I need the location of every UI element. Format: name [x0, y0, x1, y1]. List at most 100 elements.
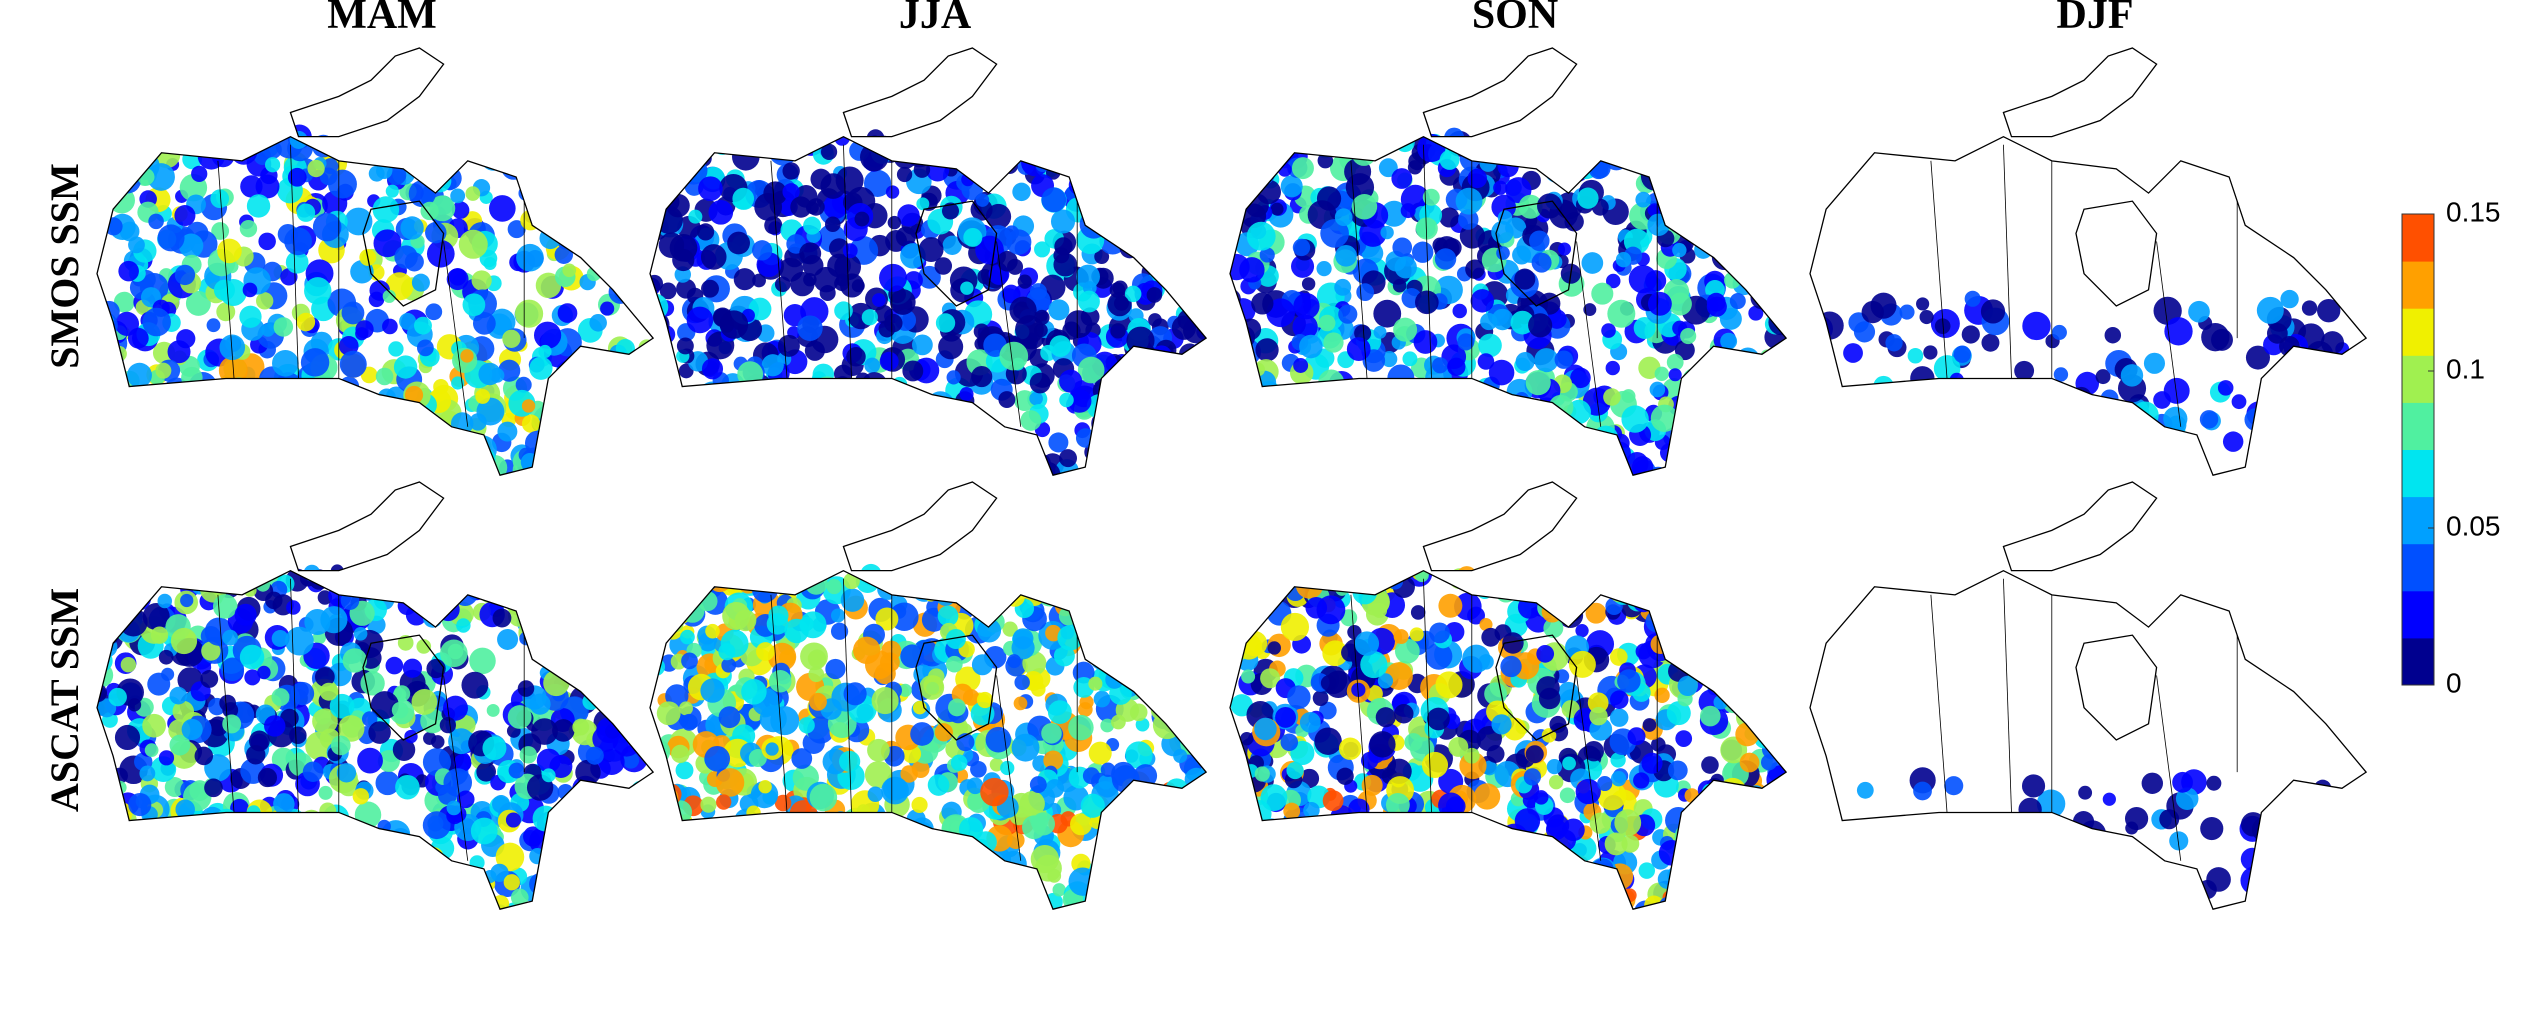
map-pixel: [724, 838, 738, 852]
map-pixel: [1521, 130, 1544, 153]
map-pixel: [116, 593, 140, 617]
map-pixel: [1751, 165, 1767, 181]
map-pixel: [1603, 898, 1616, 911]
map-pixel: [1760, 349, 1780, 369]
map-pixel: [1693, 831, 1717, 855]
map-pixel: [644, 357, 670, 383]
map-pixel: [1268, 566, 1286, 584]
map-pixel: [606, 888, 619, 901]
map-pixel: [959, 387, 973, 401]
map-pixel: [1702, 394, 1720, 412]
map-pixel: [1392, 238, 1412, 258]
map-pixel: [1108, 150, 1123, 165]
map-pixel: [327, 859, 342, 874]
map-pixel: [213, 594, 237, 618]
map-pixel: [656, 889, 679, 912]
map-pixel: [1714, 695, 1728, 709]
map-pixel: [719, 706, 741, 728]
map-pixel: [1512, 869, 1528, 885]
map-pixel: [243, 283, 258, 298]
map-pixel: [1159, 829, 1179, 849]
map-pixel: [846, 447, 865, 466]
map-pixel: [225, 877, 248, 900]
map-pixel: [1900, 462, 1922, 484]
map-pixel: [313, 213, 342, 242]
map-pixel: [772, 403, 798, 429]
map-pixel: [1150, 162, 1165, 177]
map-pixel: [949, 844, 977, 872]
map-pixel: [1631, 576, 1655, 600]
map-pixel: [993, 563, 1019, 589]
map-pixel: [529, 694, 550, 715]
map-pixel: [879, 264, 907, 292]
map-pixel: [1528, 313, 1552, 337]
map-pixel: [586, 897, 601, 912]
map-pixel: [1739, 568, 1765, 594]
map-pixel: [1884, 454, 1905, 475]
map-pixel: [450, 188, 465, 203]
map-pixel: [87, 168, 108, 189]
map-pixel: [1124, 389, 1141, 406]
map-pixel: [1305, 822, 1322, 839]
map-pixel: [174, 449, 190, 465]
map-pixel: [1024, 135, 1049, 160]
map-pixel: [1419, 417, 1436, 434]
map-pixel: [1560, 573, 1575, 588]
map-pixel: [472, 270, 492, 290]
map-pixel: [1223, 733, 1240, 750]
map-pixel: [615, 646, 629, 660]
map-pixel: [855, 212, 870, 227]
map-pixel: [2302, 300, 2317, 315]
map-pixel: [574, 901, 589, 916]
map-pixel: [1115, 447, 1139, 471]
map-pixel: [1095, 603, 1116, 624]
map-pixel: [287, 835, 315, 863]
map-pixel: [867, 437, 882, 452]
map-pixel: [897, 167, 912, 182]
map-pixel: [707, 817, 729, 839]
map-pixel: [323, 876, 347, 900]
map-pixel: [586, 444, 603, 461]
map-pixel: [1465, 260, 1484, 279]
map-pixel: [200, 670, 218, 688]
map-pixel: [437, 598, 460, 621]
map-pixel: [963, 144, 980, 161]
map-pixel: [1178, 182, 1191, 195]
map-pixel: [1051, 209, 1075, 233]
map-pixel: [452, 580, 478, 606]
map-pixel: [784, 619, 808, 643]
map-pixel: [368, 135, 385, 152]
map-pixel: [440, 431, 458, 449]
map-pixel: [1677, 209, 1698, 230]
map-pixel: [763, 395, 782, 414]
map-pixel: [2026, 389, 2048, 411]
map-pixel: [118, 887, 141, 910]
map-pixel: [1447, 358, 1465, 376]
map-pixel: [410, 868, 430, 888]
map-pixel: [1721, 892, 1747, 918]
map-pixel: [1767, 667, 1782, 682]
map-pixel: [344, 468, 370, 494]
map-pixel: [1335, 827, 1363, 855]
map-pixel: [879, 904, 898, 923]
map-pixel: [574, 858, 593, 877]
map-pixel: [1733, 869, 1751, 887]
map-pixel: [1745, 239, 1771, 265]
map-pixel: [400, 216, 423, 239]
map-pixel: [1727, 401, 1749, 423]
map-pixel: [827, 821, 841, 835]
map-pixel: [1230, 578, 1246, 594]
map-pixel: [489, 195, 516, 222]
map-pixel: [1190, 163, 1214, 187]
map-pixel: [1268, 641, 1281, 654]
map-pixel: [1075, 161, 1090, 176]
map-pixel: [846, 394, 871, 419]
map-pixel: [722, 820, 740, 838]
map-panel: [84, 482, 666, 931]
map-pixel: [307, 905, 329, 927]
map-pixel: [877, 382, 901, 406]
map-pixel: [1422, 397, 1450, 425]
map-fill: [1805, 767, 2369, 931]
map-pixel: [1123, 576, 1150, 603]
map-pixel: [1667, 865, 1689, 887]
